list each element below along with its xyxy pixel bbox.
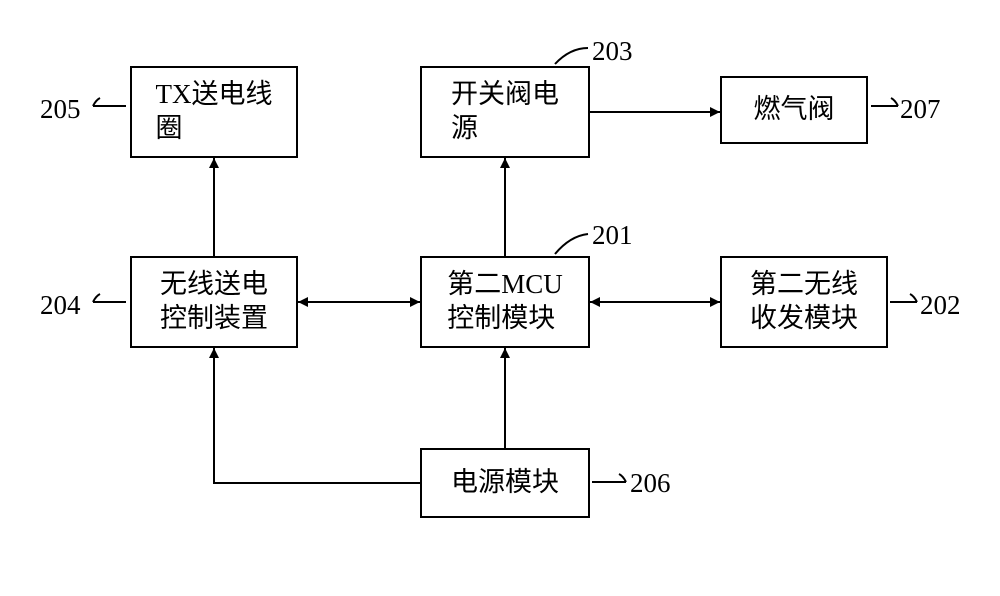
node-radio2-text: 第二无线收发模块 (750, 268, 858, 336)
node-gas-valve-text: 燃气阀 (754, 93, 835, 127)
node-mcu2-text: 第二MCU控制模块 (447, 268, 563, 336)
leader-206-hook (619, 474, 626, 482)
diagram-canvas: TX送电线圈 开关阀电源 燃气阀 无线送电控制装置 第二MCU控制模块 第二无线… (0, 0, 1000, 596)
label-203: 203 (592, 36, 633, 67)
node-mcu2: 第二MCU控制模块 (420, 256, 590, 348)
label-202: 202 (920, 290, 961, 321)
label-207: 207 (900, 94, 941, 125)
leader-203 (555, 48, 588, 64)
arrow-206-to-204 (214, 348, 420, 483)
leader-204-hook (93, 294, 100, 302)
node-valve-power-text: 开关阀电源 (451, 78, 559, 146)
leader-207-hook (891, 98, 898, 106)
node-power-module: 电源模块 (420, 448, 590, 518)
leader-201 (555, 234, 588, 254)
leader-205-hook (93, 98, 100, 106)
label-205: 205 (40, 94, 81, 125)
label-204: 204 (40, 290, 81, 321)
node-valve-power: 开关阀电源 (420, 66, 590, 158)
node-radio2: 第二无线收发模块 (720, 256, 888, 348)
node-wireless-power: 无线送电控制装置 (130, 256, 298, 348)
leader-202-hook (910, 294, 917, 302)
node-tx-coil-text: TX送电线圈 (156, 78, 273, 146)
node-gas-valve: 燃气阀 (720, 76, 868, 144)
label-206: 206 (630, 468, 671, 499)
node-tx-coil: TX送电线圈 (130, 66, 298, 158)
node-wireless-power-text: 无线送电控制装置 (160, 268, 268, 336)
label-201: 201 (592, 220, 633, 251)
node-power-module-text: 电源模块 (451, 466, 559, 500)
